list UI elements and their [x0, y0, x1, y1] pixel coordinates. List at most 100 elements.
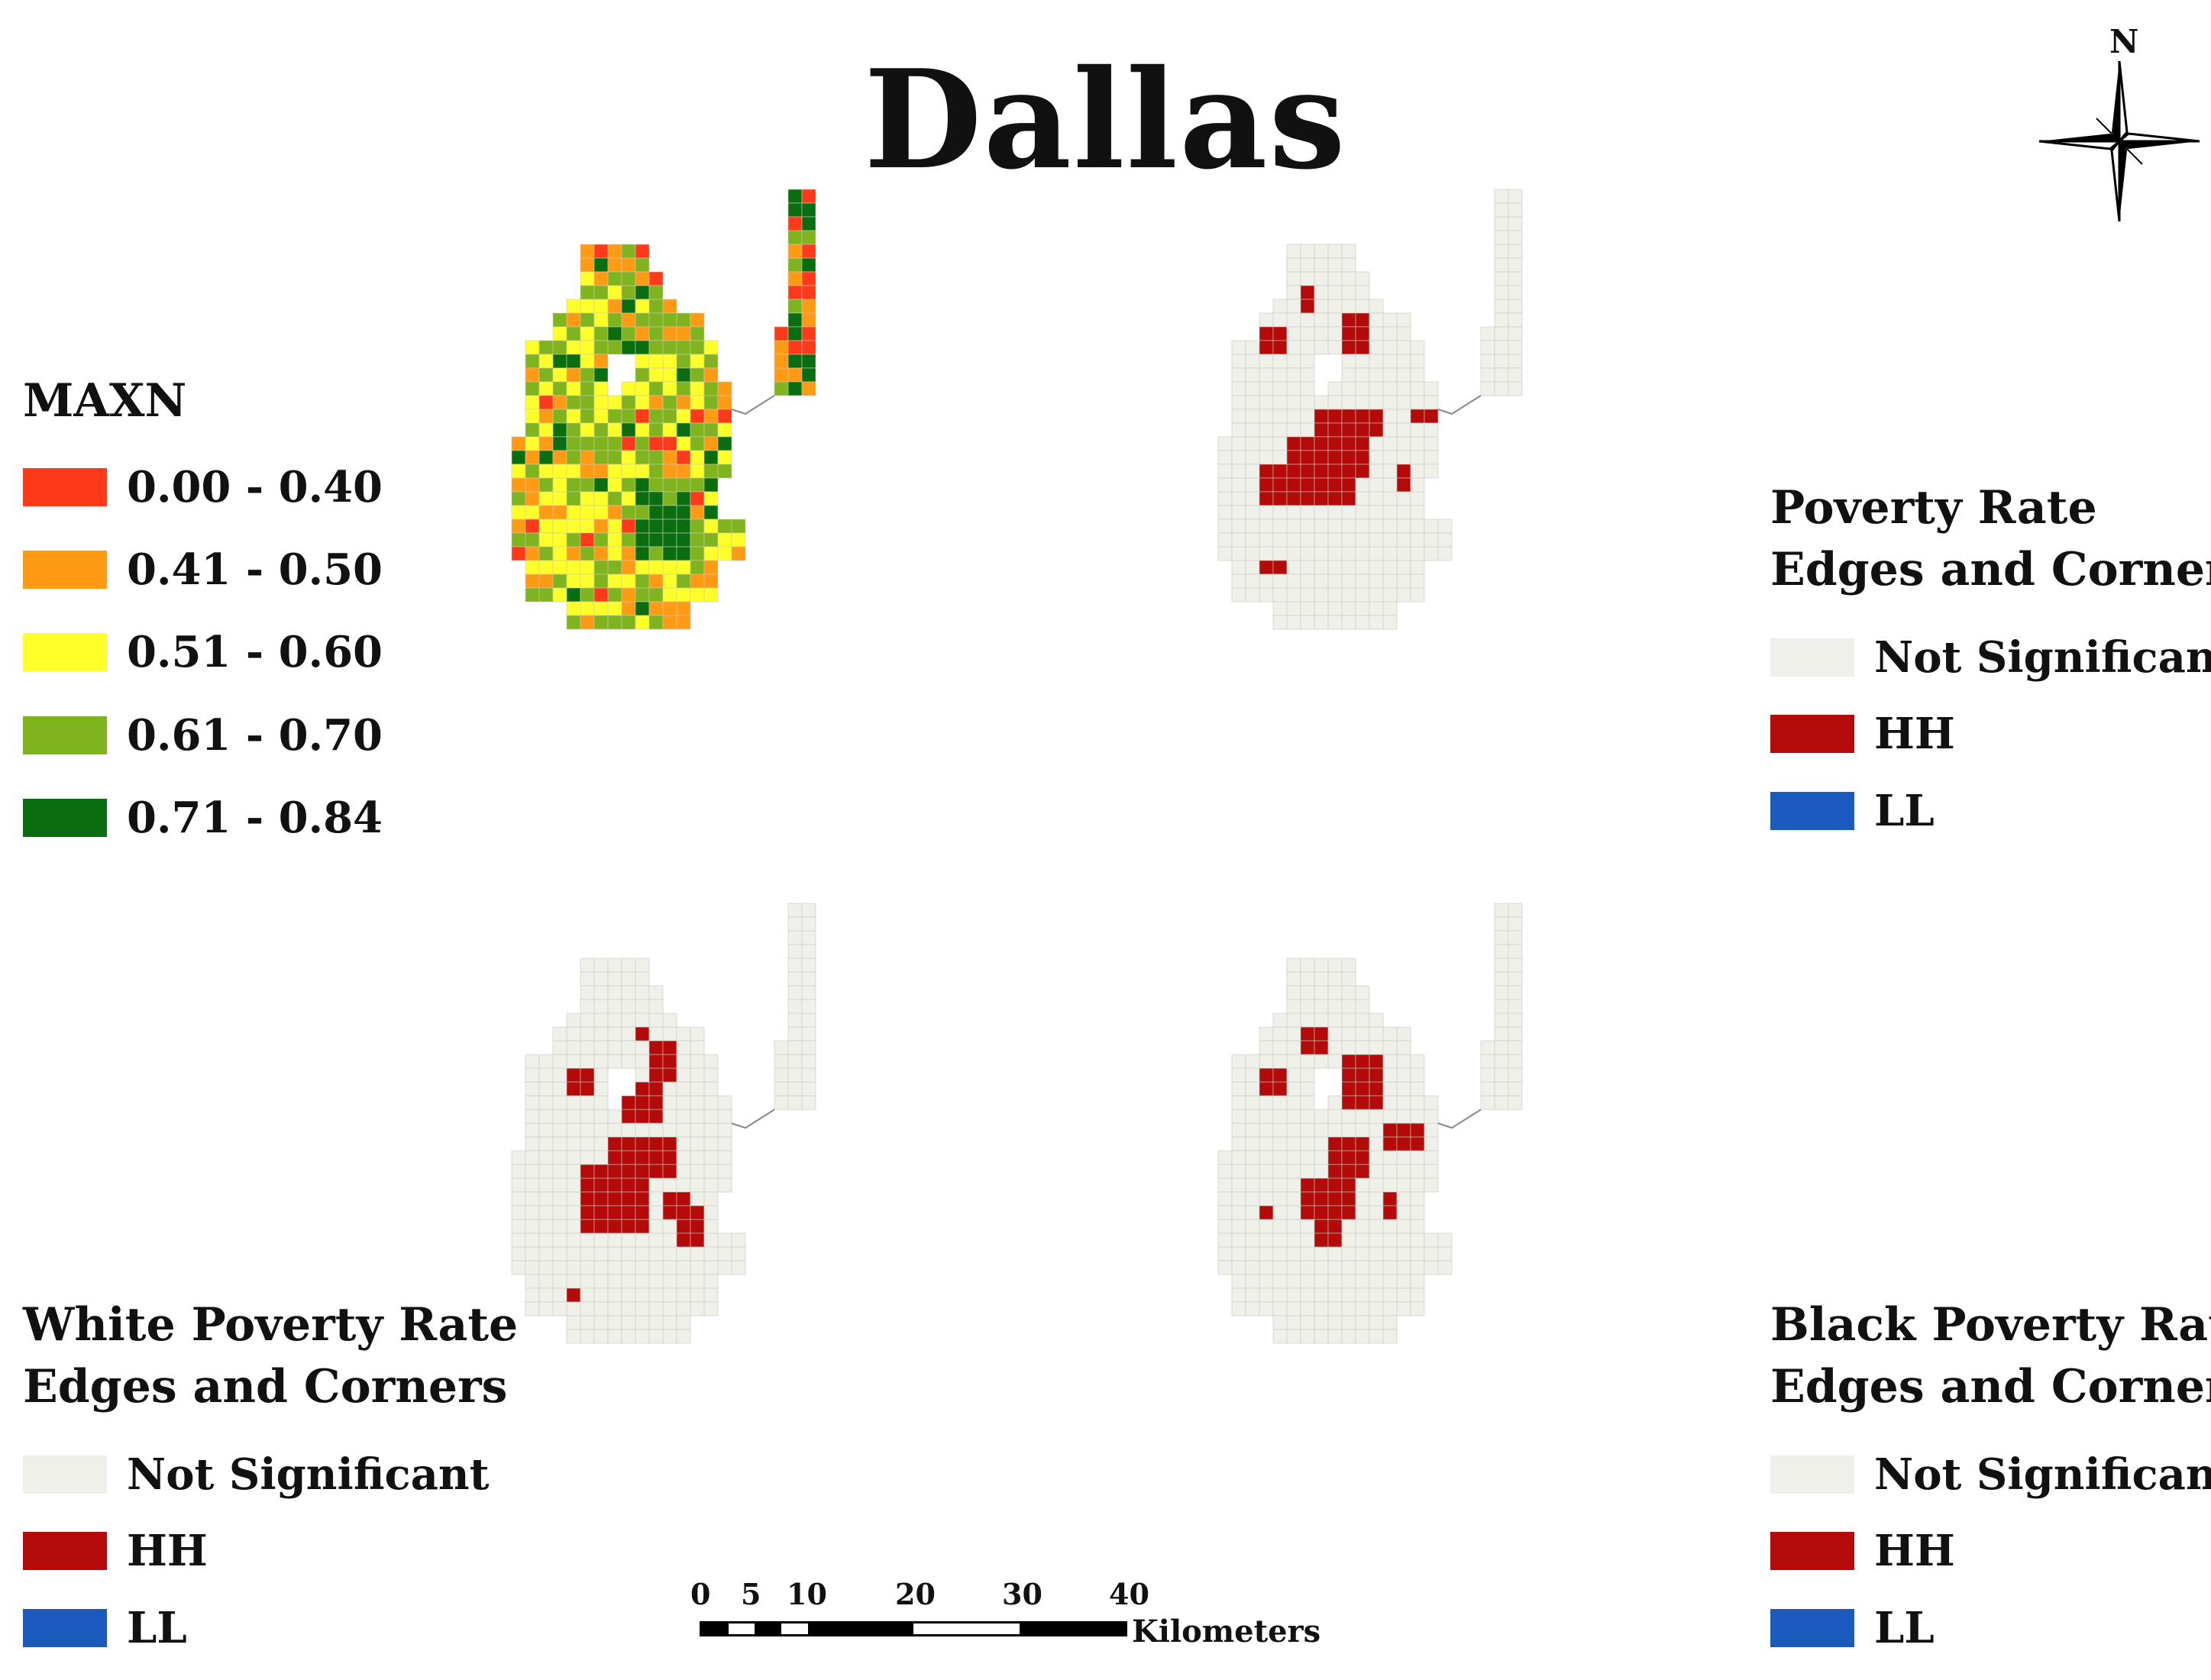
grid-cell [525, 1246, 540, 1262]
grid-cell [1327, 422, 1343, 438]
grid-cell [676, 1329, 691, 1344]
grid-cell [1396, 1219, 1411, 1234]
grid-cell [1286, 1013, 1301, 1028]
grid-cell [648, 381, 664, 396]
maxn-legend-item: 0.41 - 0.50 [23, 544, 383, 595]
grid-cell [662, 326, 677, 341]
grid-cell [703, 1274, 719, 1289]
grid-cell [525, 505, 540, 520]
grid-cell [1272, 560, 1288, 575]
grid-cell [648, 1287, 664, 1303]
grid-cell [690, 1095, 705, 1110]
grid-cell [703, 409, 719, 424]
grid-cell [1508, 230, 1523, 245]
grid-cell [648, 999, 664, 1014]
grid-cell [1245, 1123, 1260, 1138]
grid-cell [662, 1136, 677, 1152]
grid-cell [1259, 354, 1274, 369]
grid-cell [1396, 1109, 1411, 1124]
grid-cell [1424, 395, 1439, 410]
grid-cell [1382, 1164, 1398, 1179]
grid-cell [552, 1109, 567, 1124]
grid-cell [703, 519, 719, 534]
grid-cell [635, 1301, 650, 1317]
grid-cell [1508, 367, 1523, 383]
grid-cell [1369, 354, 1384, 369]
grid-cell [1245, 1109, 1260, 1124]
grid-cell [1300, 1246, 1315, 1262]
grid-cell [1355, 464, 1370, 479]
grid-cell [635, 1191, 650, 1207]
grid-cell [1245, 1205, 1260, 1220]
grid-cell [580, 1081, 595, 1097]
grid-cell [580, 450, 595, 465]
grid-cell [1300, 1315, 1315, 1330]
grid-cell [580, 1123, 595, 1138]
grid-cell [1231, 464, 1246, 479]
grid-cell [690, 1233, 705, 1248]
grid-cell [552, 1205, 567, 1220]
grid-cell [648, 367, 664, 383]
grid-cell [1314, 999, 1329, 1014]
grid-cell [538, 505, 554, 520]
grid-cell [580, 285, 595, 300]
grid-cell [1231, 1219, 1246, 1234]
grid-cell [1369, 1095, 1384, 1110]
grid-cell [1300, 257, 1315, 273]
grid-cell [1341, 560, 1356, 575]
maxn-swatch [23, 716, 107, 754]
grid-cell [1286, 477, 1301, 493]
grid-cell [787, 1054, 803, 1069]
grid-cell [635, 573, 650, 589]
grid-cell [662, 560, 677, 575]
grid-cell [607, 985, 622, 1000]
grid-cell [525, 546, 540, 561]
grid-cell [538, 367, 554, 383]
maxn-legend-item: 0.61 - 0.70 [23, 710, 383, 761]
grid-cell [676, 615, 691, 630]
grid-cell [690, 340, 705, 355]
grid-cell [1300, 1136, 1315, 1152]
grid-cell [538, 546, 554, 561]
grid-cell [1272, 532, 1288, 548]
grid-cell [1272, 1246, 1288, 1262]
grid-cell [662, 1246, 677, 1262]
grid-cell [676, 436, 691, 451]
grid-cell [1272, 546, 1288, 561]
grid-cell [580, 546, 595, 561]
grid-cell [1341, 601, 1356, 616]
grid-cell [690, 409, 705, 424]
grid-cell [1341, 971, 1356, 987]
grid-cell [621, 409, 636, 424]
grid-cell [1355, 422, 1370, 438]
grid-cell [1259, 1040, 1274, 1055]
grid-cell [1300, 1205, 1315, 1220]
grid-cell [1341, 532, 1356, 548]
grid-cell [1382, 464, 1398, 479]
grid-cell [1286, 257, 1301, 273]
grid-cell [1272, 1150, 1288, 1165]
grid-cell [1259, 326, 1274, 341]
grid-cell [1245, 1274, 1260, 1289]
grid-cell [648, 1315, 664, 1330]
grid-cell [1508, 930, 1523, 945]
grid-cell [1424, 1164, 1439, 1179]
grid-cell [1508, 340, 1523, 355]
grid-cell [593, 1136, 609, 1152]
grid-cell [1396, 1260, 1411, 1275]
grid-cell [648, 985, 664, 1000]
grid-cell [690, 546, 705, 561]
grid-cell [1286, 1054, 1301, 1069]
hh-swatch [23, 1532, 107, 1570]
grid-cell [662, 519, 677, 534]
scale-tick-label: 0 [690, 1577, 711, 1611]
grid-cell [1341, 271, 1356, 286]
grid-cell [1355, 477, 1370, 493]
grid-cell [593, 532, 609, 548]
grid-cell [703, 1301, 719, 1317]
grid-cell [703, 532, 719, 548]
grid-cell [774, 1068, 789, 1083]
grid-cell [1396, 1301, 1411, 1317]
grid-cell [1508, 285, 1523, 300]
grid-cell [1341, 395, 1356, 410]
